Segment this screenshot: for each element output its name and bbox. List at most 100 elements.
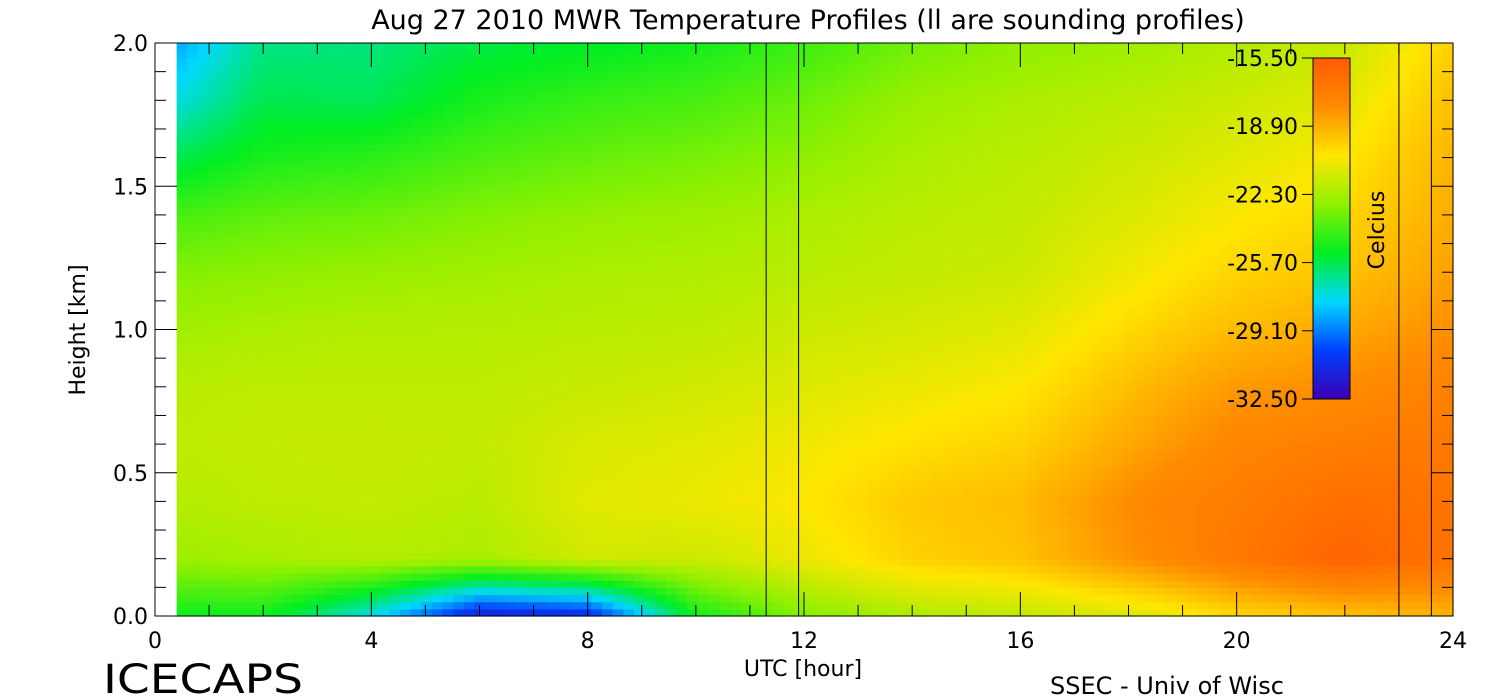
heatmap-cell [261,444,273,452]
heatmap-cell [665,171,678,180]
heatmap-cell [453,243,465,252]
heatmap-cell [240,93,252,101]
heatmap-cell [602,200,614,209]
heatmap-cell [687,487,699,495]
heatmap-cell [453,136,465,144]
heatmap-cell [793,565,805,574]
heatmap-cell [314,601,327,610]
heatmap-cell [580,565,593,574]
heatmap-cell [814,422,827,431]
heatmap-cell [283,136,295,144]
heatmap-cell [538,64,550,73]
heatmap-cell [580,436,593,445]
heatmap-cell [708,329,720,338]
heatmap-cell [772,257,784,266]
heatmap-cell [676,257,688,266]
heatmap-cell [400,601,412,610]
heatmap-cell [495,143,507,152]
heatmap-cell [729,365,741,374]
heatmap-cell [644,329,656,338]
heatmap-cell [325,601,337,610]
heatmap-cell [325,329,337,338]
heatmap-cell [208,336,220,345]
heatmap-cell [772,580,784,588]
heatmap-cell [729,436,741,445]
heatmap-cell [219,329,231,338]
heatmap-cell [559,71,571,80]
heatmap-cell [400,272,412,280]
heatmap-cell [495,114,507,123]
heatmap-cell [782,358,795,366]
heatmap-cell [474,186,486,195]
heatmap-cell [548,64,561,73]
heatmap-cell [314,157,327,166]
heatmap-cell [559,422,571,431]
heatmap-cell [474,522,486,531]
heatmap-cell [782,43,795,51]
heatmap-cell [517,465,529,474]
heatmap-cell [697,372,710,381]
heatmap-cell [772,50,784,58]
heatmap-cell [431,487,444,495]
heatmap-cell [527,315,539,323]
heatmap-cell [655,315,667,323]
heatmap-cell [463,522,476,531]
heatmap-cell [634,608,646,617]
heatmap-cell [655,265,667,273]
heatmap-cell [336,501,348,510]
heatmap-cell [559,544,571,553]
heatmap-cell [740,558,752,567]
heatmap-cell [442,544,454,553]
heatmap-cell [208,522,220,531]
heatmap-cell [538,279,550,288]
heatmap-cell [421,243,433,252]
heatmap-cell [517,193,529,202]
heatmap-cell [772,293,784,302]
heatmap-cell [421,537,433,545]
heatmap-cell [378,501,390,510]
heatmap-cell [772,128,784,137]
heatmap-cell [655,494,667,502]
heatmap-cell [687,565,699,574]
heatmap-cell [623,501,635,510]
heatmap-cell [336,136,348,144]
heatmap-cell [591,601,603,610]
heatmap-cell [591,315,603,323]
heatmap-cell [772,601,784,610]
heatmap-cell [740,272,752,280]
heatmap-cell [176,372,188,381]
heatmap-cell [655,537,667,545]
heatmap-cell [389,121,401,130]
heatmap-cell [197,293,210,302]
heatmap-cell [804,365,816,374]
heatmap-cell [219,222,231,230]
heatmap-cell [410,358,422,366]
heatmap-cell [793,43,805,51]
heatmap-cell [548,451,561,460]
heatmap-cell [187,222,199,230]
heatmap-cell [570,272,582,280]
heatmap-cell [495,71,507,80]
heatmap-cell [283,530,295,538]
heatmap-cell [793,487,805,495]
heatmap-cell [187,114,199,123]
heatmap-cell [623,171,635,180]
heatmap-cell [729,207,741,216]
heatmap-cell [336,107,348,116]
heatmap-cell [314,436,327,445]
heatmap-cell [634,150,646,159]
heatmap-cell [261,537,273,545]
heatmap-cell [378,236,390,245]
heatmap-cell [559,243,571,252]
heatmap-cell [517,551,529,560]
heatmap-cell [176,522,188,531]
heatmap-cell [463,236,476,245]
heatmap-cell [814,200,827,209]
heatmap-cell [187,179,199,187]
heatmap-cell [740,408,752,417]
heatmap-cell [570,50,582,58]
heatmap-cell [357,465,369,474]
heatmap-cell [283,164,295,173]
heatmap-cell [463,107,476,116]
heatmap-cell [368,365,380,374]
